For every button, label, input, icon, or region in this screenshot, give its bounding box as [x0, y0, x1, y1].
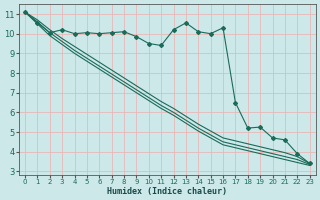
X-axis label: Humidex (Indice chaleur): Humidex (Indice chaleur): [107, 187, 227, 196]
